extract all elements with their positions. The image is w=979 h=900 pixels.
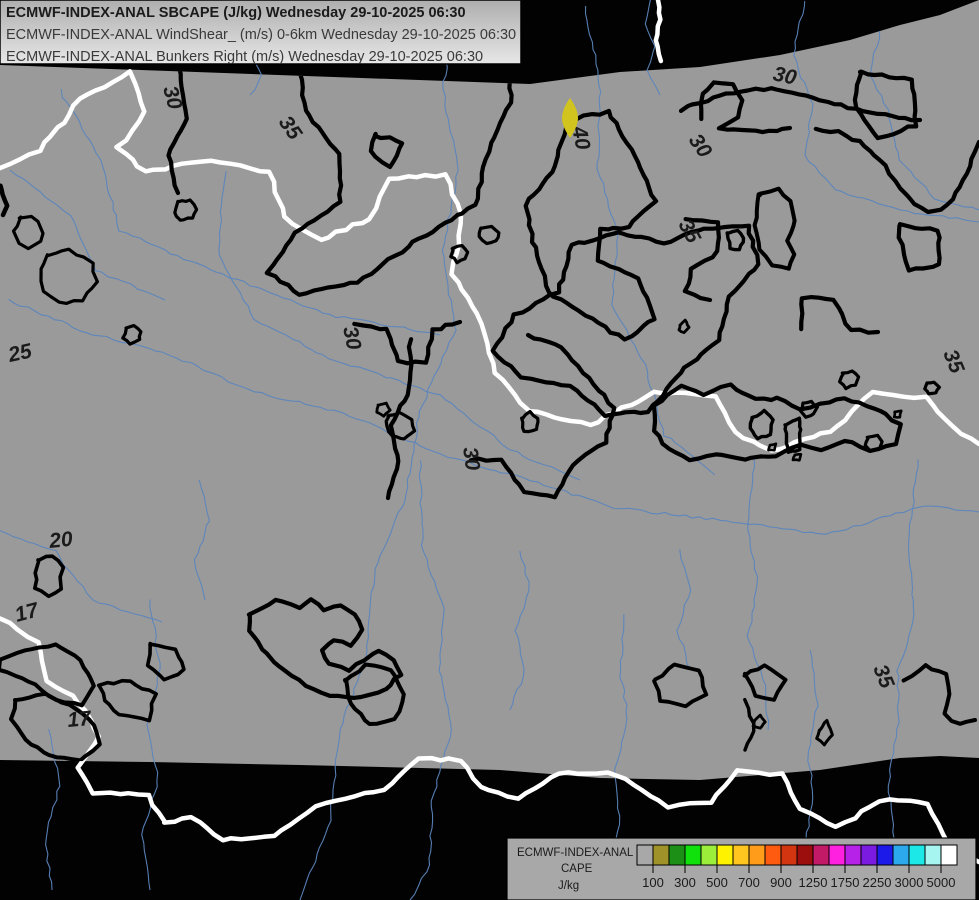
svg-text:CAPE: CAPE [561,863,593,875]
svg-text:17: 17 [66,707,93,732]
svg-text:ECMWF-INDEX-ANAL SBCAPE (J/kg): ECMWF-INDEX-ANAL SBCAPE (J/kg) Wednesday… [6,5,466,21]
svg-text:ECMWF-INDEX-ANAL Bunkers Right: ECMWF-INDEX-ANAL Bunkers Right (m/s) Wed… [6,49,483,65]
svg-text:1250: 1250 [799,875,828,890]
svg-text:ECMWF-INDEX-ANAL WindShear_ (m: ECMWF-INDEX-ANAL WindShear_ (m/s) 0-6km … [6,27,516,43]
svg-text:30: 30 [458,445,484,472]
svg-text:20: 20 [47,528,74,553]
svg-text:300: 300 [674,875,696,890]
svg-text:1750: 1750 [831,875,860,890]
svg-text:100: 100 [642,875,664,890]
svg-text:2250: 2250 [863,875,892,890]
svg-text:5000: 5000 [927,875,956,890]
svg-text:3000: 3000 [895,875,924,890]
svg-text:ECMWF-INDEX-ANAL: ECMWF-INDEX-ANAL [517,847,634,859]
svg-text:700: 700 [738,875,760,890]
svg-text:500: 500 [706,875,728,890]
svg-text:J/kg: J/kg [558,880,579,892]
svg-text:900: 900 [770,875,792,890]
